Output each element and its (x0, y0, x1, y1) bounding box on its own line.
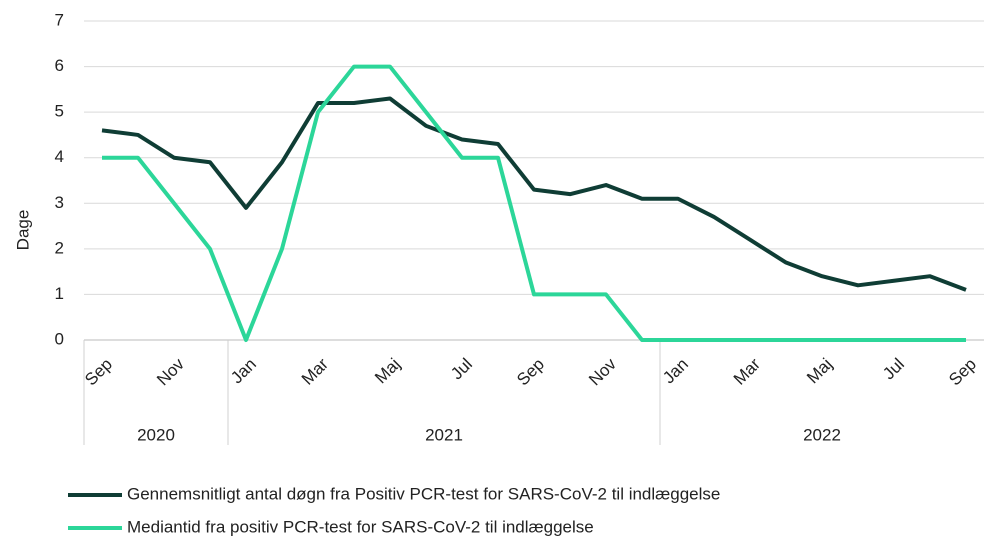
x-tick-label: Jan (227, 355, 260, 388)
y-tick-label: 6 (55, 56, 64, 75)
y-tick-label: 7 (55, 10, 64, 29)
x-tick-label: Maj (803, 355, 836, 388)
x-tick-label: Sep (81, 355, 116, 390)
x-tick-label: Jul (879, 355, 908, 384)
x-tick-label: Mar (298, 354, 332, 388)
group-label: 2020 (137, 425, 175, 444)
x-tick-label: Jan (659, 355, 692, 388)
y-tick-label: 5 (55, 102, 64, 121)
y-tick-label: 0 (55, 329, 64, 348)
x-tick-label: Jul (447, 355, 476, 384)
line-series (102, 64, 966, 342)
x-tick-label: Mar (730, 354, 764, 388)
group-label: 2021 (425, 425, 463, 444)
legend-label: Mediantid fra positiv PCR-test for SARS-… (127, 517, 594, 536)
x-tick-label: Maj (371, 355, 404, 388)
y-tick-label: 1 (55, 284, 64, 303)
legend-label: Gennemsnitligt antal døgn fra Positiv PC… (127, 484, 720, 503)
y-tick-label: 3 (55, 193, 64, 212)
x-tick-label: Sep (945, 355, 980, 390)
group-label: 2022 (803, 425, 841, 444)
y-axis-label: Dage (13, 210, 32, 251)
line-series (101, 96, 967, 292)
y-tick-label: 2 (55, 238, 64, 257)
y-tick-label: 4 (55, 147, 64, 166)
x-tick-label: Sep (513, 355, 548, 390)
x-tick-label: Nov (153, 354, 188, 389)
x-tick-label: Nov (585, 354, 620, 389)
